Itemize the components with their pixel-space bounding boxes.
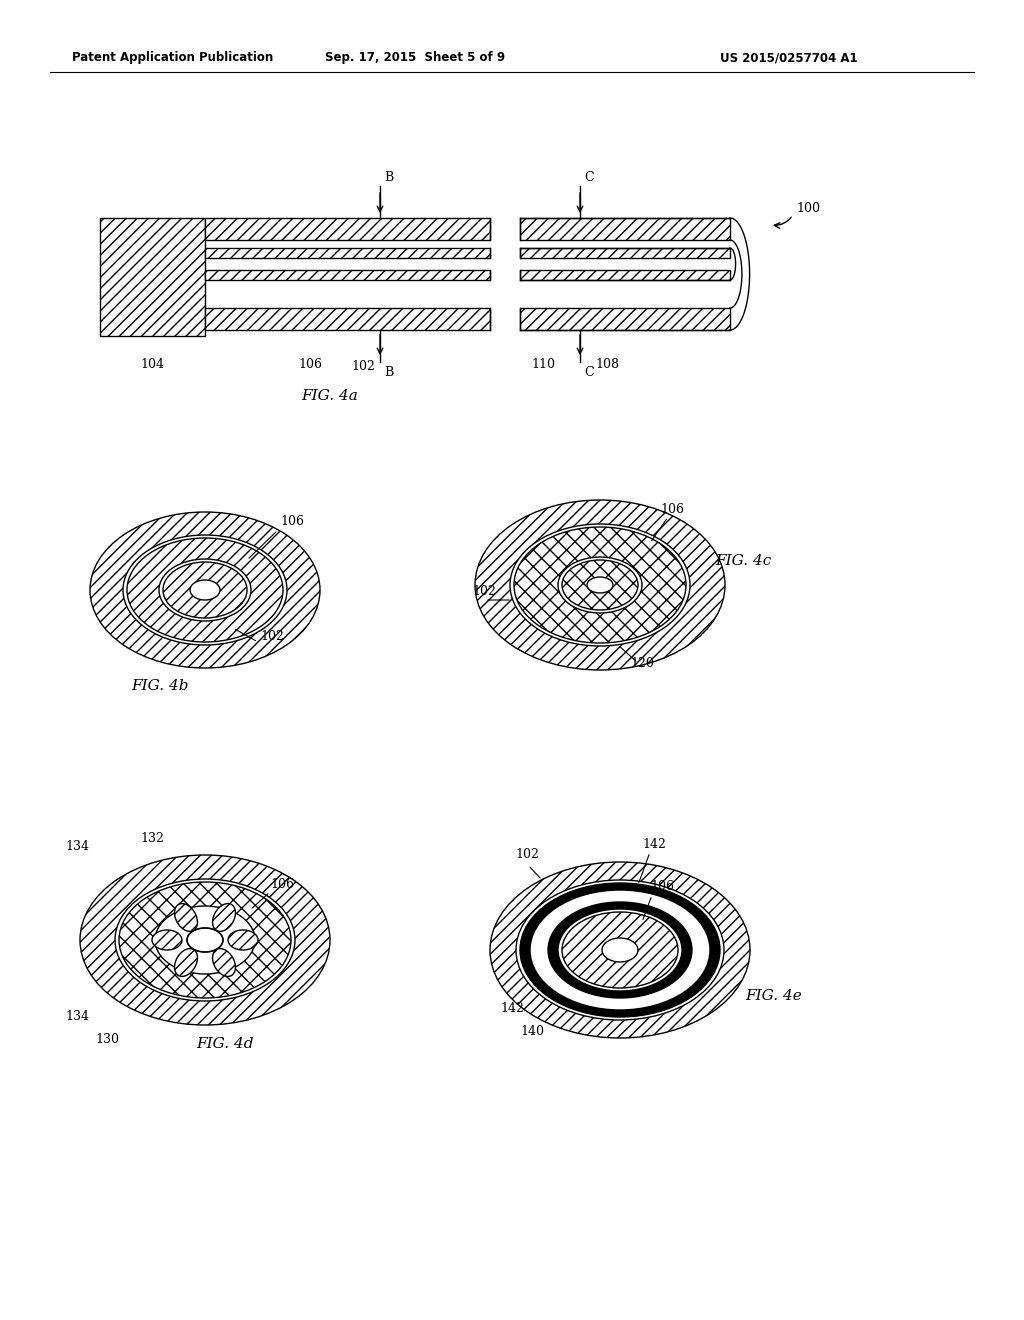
Ellipse shape [119, 882, 291, 998]
Text: FIG. 4d: FIG. 4d [197, 1038, 254, 1051]
Text: 130: 130 [95, 1034, 119, 1045]
Ellipse shape [159, 558, 251, 620]
Text: 102: 102 [515, 847, 539, 861]
Text: 106: 106 [270, 878, 294, 891]
Bar [520, 218, 730, 240]
Ellipse shape [228, 931, 258, 950]
Ellipse shape [587, 577, 613, 593]
Ellipse shape [558, 909, 682, 991]
Bar [205, 218, 490, 240]
Text: FIG. 4e: FIG. 4e [745, 989, 802, 1003]
Text: C: C [584, 172, 594, 183]
Ellipse shape [174, 904, 198, 932]
Text: 106: 106 [280, 515, 304, 528]
Text: 102: 102 [472, 585, 496, 598]
Ellipse shape [548, 902, 692, 998]
Ellipse shape [80, 855, 330, 1026]
Text: 106: 106 [298, 358, 322, 371]
Text: 132: 132 [140, 832, 164, 845]
Ellipse shape [127, 539, 283, 642]
Ellipse shape [174, 949, 198, 977]
Ellipse shape [123, 535, 287, 645]
Bar [100, 218, 205, 337]
Text: 134: 134 [65, 1010, 89, 1023]
Ellipse shape [155, 906, 255, 974]
Text: FIG. 4b: FIG. 4b [131, 678, 188, 693]
Ellipse shape [187, 928, 223, 952]
Text: 120: 120 [630, 657, 654, 671]
Ellipse shape [602, 939, 638, 962]
Bar [205, 248, 490, 257]
Ellipse shape [558, 557, 642, 612]
Text: 110: 110 [531, 358, 555, 371]
Bar [520, 248, 730, 257]
Ellipse shape [115, 879, 295, 1001]
Ellipse shape [163, 562, 247, 618]
Text: FIG. 4a: FIG. 4a [301, 389, 358, 403]
Text: Sep. 17, 2015  Sheet 5 of 9: Sep. 17, 2015 Sheet 5 of 9 [325, 51, 505, 65]
Text: C: C [584, 366, 594, 379]
Text: B: B [384, 172, 393, 183]
Ellipse shape [562, 560, 638, 610]
Text: 102: 102 [260, 630, 284, 643]
Ellipse shape [562, 912, 678, 987]
Text: 100: 100 [796, 202, 820, 214]
Bar [205, 271, 490, 280]
Text: Patent Application Publication: Patent Application Publication [72, 51, 273, 65]
Bar [205, 308, 490, 330]
Ellipse shape [213, 904, 236, 932]
Text: 104: 104 [140, 358, 165, 371]
Ellipse shape [90, 512, 319, 668]
Ellipse shape [520, 883, 720, 1016]
Text: B: B [384, 366, 393, 379]
Text: 142: 142 [642, 838, 666, 851]
Text: 108: 108 [595, 358, 618, 371]
Bar [490, 218, 520, 330]
Ellipse shape [516, 880, 724, 1020]
Bar [520, 271, 730, 280]
Bar [520, 308, 730, 330]
Text: 142: 142 [500, 1002, 524, 1015]
Ellipse shape [490, 862, 750, 1038]
Text: 102: 102 [351, 360, 375, 374]
Ellipse shape [514, 527, 686, 643]
Ellipse shape [190, 579, 220, 601]
Text: 134: 134 [65, 840, 89, 853]
Ellipse shape [152, 931, 182, 950]
Ellipse shape [213, 949, 236, 977]
Text: 140: 140 [520, 1026, 544, 1038]
Ellipse shape [475, 500, 725, 671]
Text: US 2015/0257704 A1: US 2015/0257704 A1 [720, 51, 858, 65]
Ellipse shape [510, 524, 690, 645]
Text: FIG. 4c: FIG. 4c [715, 554, 771, 568]
Text: 106: 106 [650, 880, 674, 894]
Text: 106: 106 [660, 503, 684, 516]
Ellipse shape [530, 890, 710, 1010]
